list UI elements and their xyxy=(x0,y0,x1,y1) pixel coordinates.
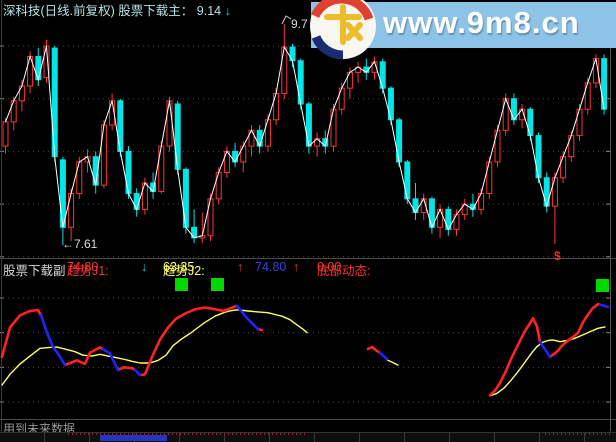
watermark-logo-icon xyxy=(310,0,376,60)
indicator-panel-header: 股票下载副 趋势J1: 74.80 ↓ 趋势J2: 63.35 ↑ 74.80 … xyxy=(3,260,371,278)
j3-value: 74.80 xyxy=(255,260,287,274)
j3-up-arrow-icon: ↑ xyxy=(293,260,300,274)
scrollbar-dots-left xyxy=(68,433,305,435)
j1-down-arrow-icon: ↓ xyxy=(141,260,148,274)
title-bar: 深科技(日线.前复权) 股票下载主： 9.14 ↓ xyxy=(3,0,231,18)
svg-text:$: $ xyxy=(554,249,561,263)
horizontal-scrollbar[interactable] xyxy=(0,432,616,442)
down-arrow-icon: ↓ xyxy=(224,4,231,18)
main-indicator-value: 9.14 xyxy=(196,4,222,18)
watermark: www.9m8.cn xyxy=(303,0,616,60)
j1-value: 74.80 xyxy=(67,260,99,274)
scrollbar-dots-right xyxy=(545,433,612,435)
j2-up-arrow-icon: ↑ xyxy=(237,260,244,274)
j2-value: 63.35 xyxy=(163,260,195,274)
svg-text:←7.61: ←7.61 xyxy=(62,237,98,251)
watermark-site-text: www.9m8.cn xyxy=(383,5,580,40)
bottom-dynamic-value: 0.00 xyxy=(317,260,342,274)
svg-text:9.7: 9.7 xyxy=(291,17,308,31)
scrollbar-thumb[interactable] xyxy=(100,435,167,441)
sub-panel-label: 股票下载副 xyxy=(3,264,66,278)
stock-name: 深科技(日线.前复权) xyxy=(3,4,115,18)
main-indicator-label: 股票下载主： xyxy=(118,4,194,18)
